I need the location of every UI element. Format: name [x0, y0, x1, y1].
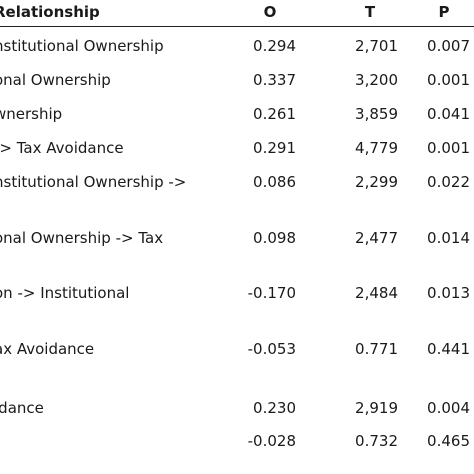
row-t: 3,200 [355, 71, 398, 89]
row-relationship: onal Ownership -> Tax [0, 229, 164, 247]
row-p: 0.001 [427, 71, 470, 89]
row-o: -0.053 [247, 340, 296, 358]
row-relationship: onal Ownership [0, 71, 111, 89]
header-t: T [364, 3, 376, 21]
row-relationship: on -> Institutional [0, 284, 130, 302]
row-o: 0.261 [253, 105, 296, 123]
row-relationship: ax Avoidance [0, 340, 95, 358]
row-t: 2,919 [355, 399, 398, 417]
row-p: 0.013 [427, 284, 470, 302]
row-relationship: wnership [0, 105, 63, 123]
row-o: 0.098 [253, 229, 296, 247]
row-o: 0.291 [253, 139, 296, 157]
row-relationship: nstitutional Ownership -> [0, 173, 187, 191]
row-o: 0.294 [253, 37, 296, 55]
row-t: 2,701 [355, 37, 398, 55]
row-o: 0.337 [253, 71, 296, 89]
row-p: 0.465 [427, 432, 470, 450]
row-t: 4,779 [355, 139, 398, 157]
row-p: 0.004 [427, 399, 470, 417]
row-relationship: nstitutional Ownership [0, 37, 164, 55]
row-o: 0.230 [253, 399, 296, 417]
header-p: P [438, 3, 450, 21]
header-o: O [263, 3, 277, 21]
row-t: 2,484 [355, 284, 398, 302]
row-relationship: idance [0, 399, 44, 417]
row-o: -0.028 [247, 432, 296, 450]
row-o: -0.170 [247, 284, 296, 302]
row-p: 0.014 [427, 229, 470, 247]
row-p: 0.007 [427, 37, 470, 55]
row-p: 0.022 [427, 173, 470, 191]
row-p: 0.441 [427, 340, 470, 358]
row-p: 0.001 [427, 139, 470, 157]
header-relationship: Relationship [0, 3, 100, 21]
row-o: 0.086 [253, 173, 296, 191]
row-t: 3,859 [355, 105, 398, 123]
row-p: 0.041 [427, 105, 470, 123]
row-t: 0.732 [355, 432, 398, 450]
header-rule [0, 26, 474, 27]
row-relationship: -> Tax Avoidance [0, 139, 124, 157]
row-t: 2,299 [355, 173, 398, 191]
row-t: 2,477 [355, 229, 398, 247]
row-t: 0.771 [355, 340, 398, 358]
